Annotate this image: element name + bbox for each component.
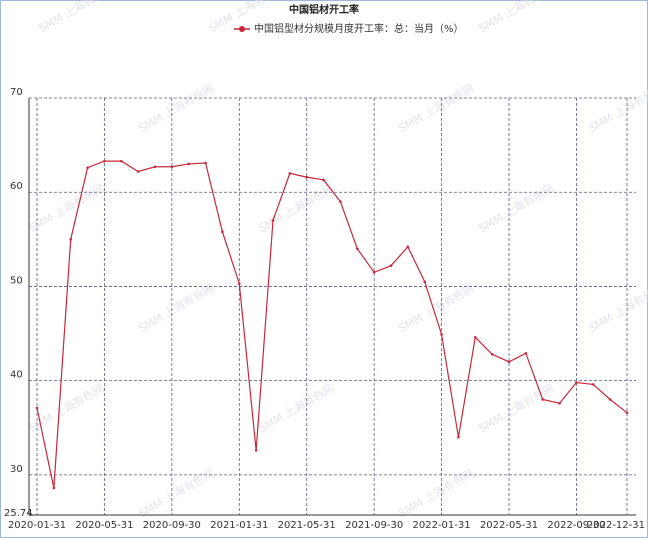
point <box>355 247 359 251</box>
point <box>52 486 56 490</box>
point <box>457 435 460 439</box>
point <box>625 411 629 414</box>
chart-title: 中国铝材开工率 <box>289 3 359 16</box>
point <box>322 178 325 182</box>
y-tick-label: 40 <box>10 370 23 381</box>
point <box>221 230 224 234</box>
point <box>440 333 443 336</box>
y-tick-label: 60 <box>10 181 23 192</box>
point <box>372 270 376 274</box>
point <box>490 352 494 356</box>
y-tick-label: 50 <box>10 275 23 286</box>
point <box>575 381 578 384</box>
x-tick-label: 2021-01-31 <box>210 520 268 531</box>
x-tick-label: 2022-01-31 <box>413 520 471 531</box>
point <box>237 282 241 285</box>
x-tick-label: 2021-05-31 <box>278 520 336 531</box>
point <box>271 219 275 222</box>
x-tick-label: 2020-01-31 <box>8 520 66 531</box>
point <box>507 360 511 364</box>
x-tick-label: 2022-05-31 <box>480 520 538 531</box>
line <box>36 160 628 489</box>
y-tick-label: 25.74 <box>4 508 33 519</box>
point <box>288 172 292 175</box>
point <box>524 352 528 355</box>
point <box>204 161 207 165</box>
point <box>389 264 393 268</box>
x-tick-label: 2020-09-30 <box>143 520 201 531</box>
point <box>170 165 174 169</box>
point <box>136 170 140 173</box>
point <box>103 159 106 163</box>
x-tick-label: 2020-05-31 <box>75 520 133 531</box>
point <box>305 175 309 179</box>
y-tick-label: 70 <box>10 87 23 98</box>
legend-label: 中国铝型材分规模月度开工率：总：当月（%） <box>254 22 464 35</box>
legend-marker <box>239 26 245 32</box>
point <box>69 238 73 241</box>
point <box>254 449 258 452</box>
point <box>541 398 545 401</box>
point <box>591 383 595 386</box>
point <box>558 401 561 405</box>
point <box>473 336 477 339</box>
point <box>35 406 39 410</box>
x-tick-label: 2022-09-30 <box>547 520 605 531</box>
point <box>153 165 157 169</box>
x-tick-label: 2022-12-31 <box>587 520 645 531</box>
point <box>119 159 123 163</box>
point <box>339 200 342 203</box>
point <box>187 162 191 166</box>
point <box>608 398 612 401</box>
x-tick-label: 2021-09-30 <box>345 520 403 531</box>
point <box>423 280 427 284</box>
point <box>86 166 89 170</box>
point <box>406 245 410 249</box>
y-tick-label: 30 <box>10 464 23 475</box>
